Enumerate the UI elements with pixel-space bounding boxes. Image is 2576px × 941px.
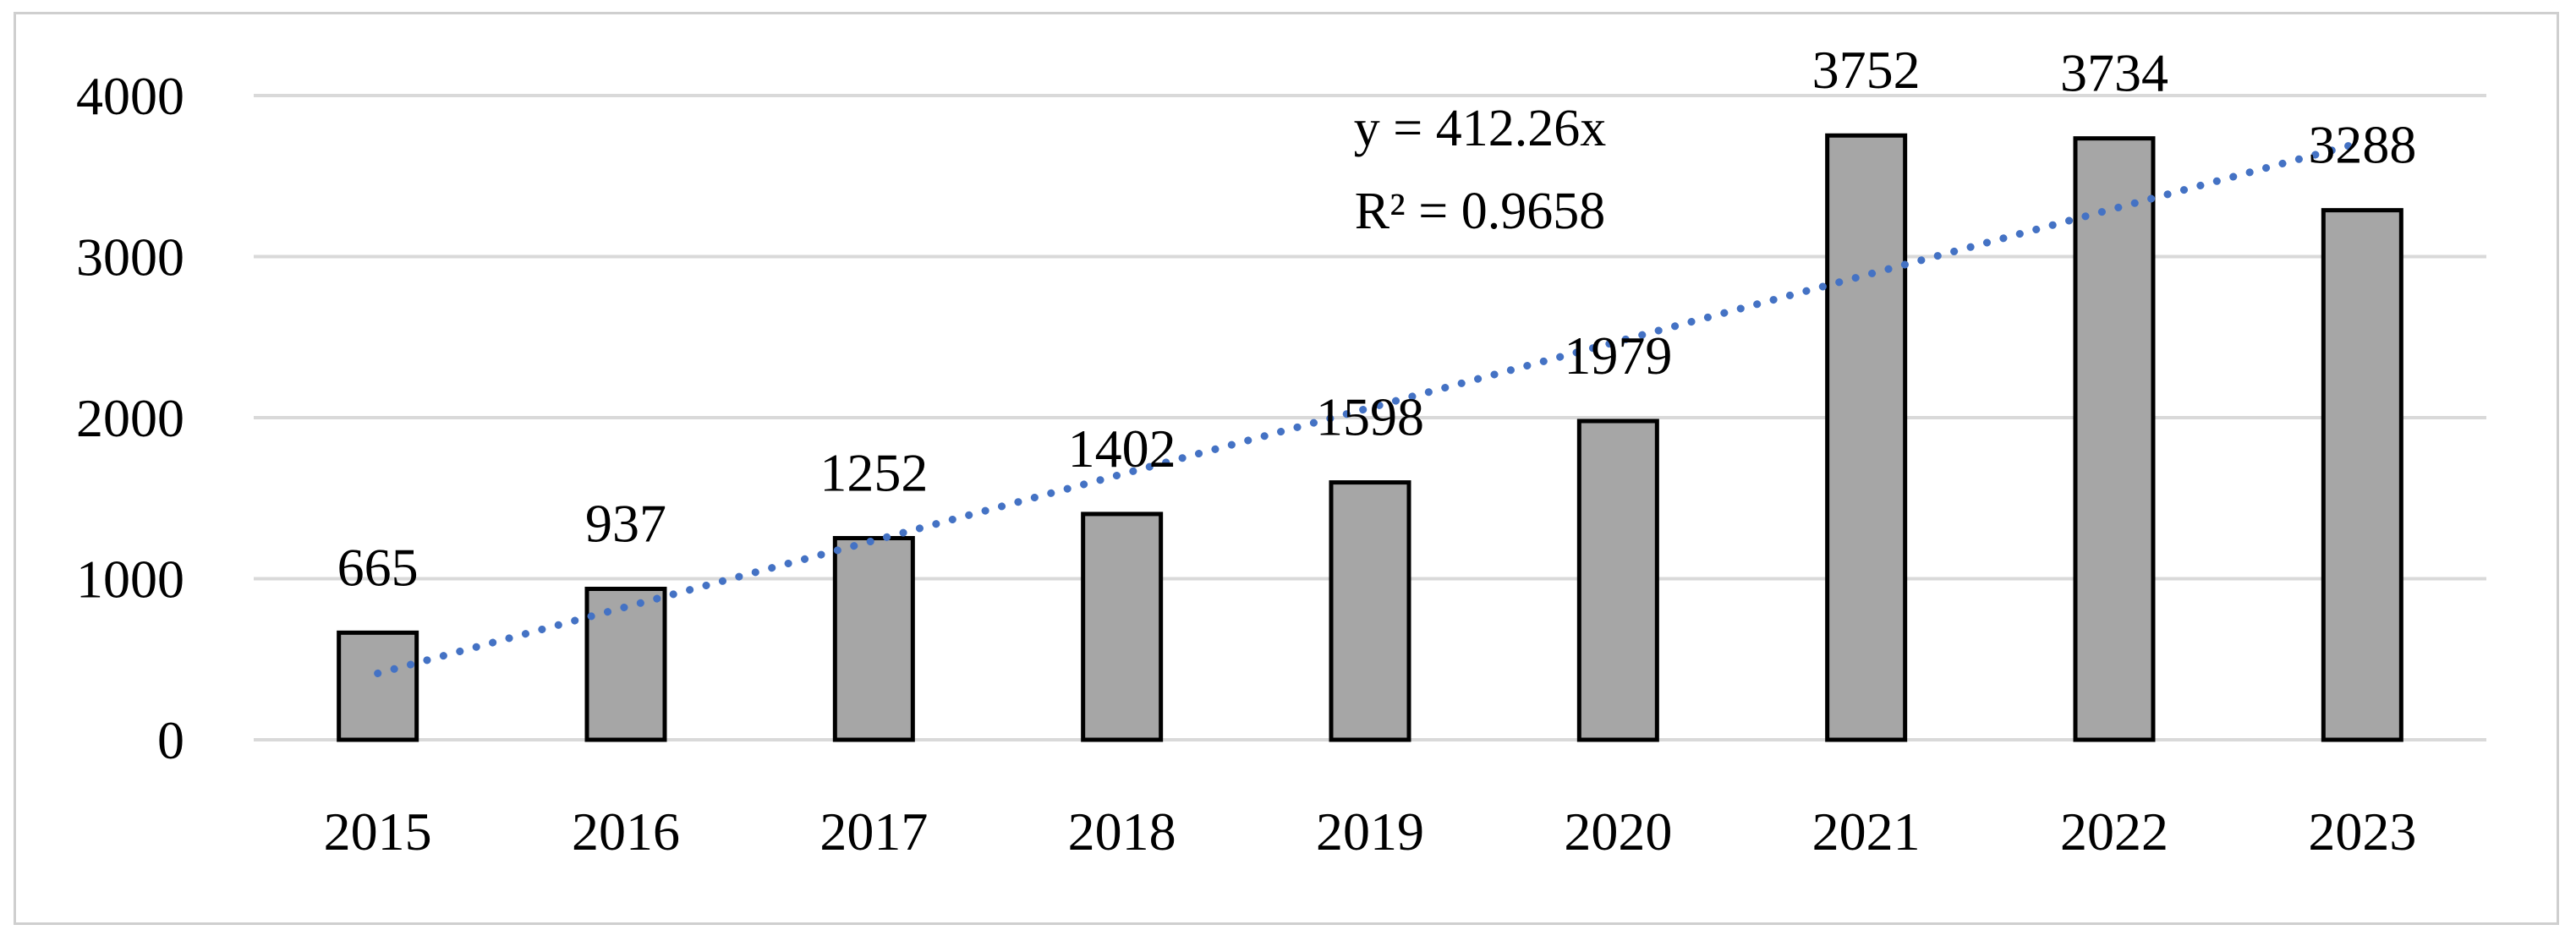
trendline bbox=[374, 138, 2366, 677]
y-tick-label: 3000 bbox=[76, 227, 184, 287]
x-tick-label: 2016 bbox=[572, 801, 680, 862]
x-tick-label: 2015 bbox=[324, 801, 432, 862]
data-label-2022: 3734 bbox=[2060, 43, 2168, 103]
data-label-2020: 1979 bbox=[1564, 326, 1672, 386]
bar-2018 bbox=[1081, 512, 1164, 742]
data-label-2019: 1598 bbox=[1316, 387, 1424, 447]
bar-2019 bbox=[1329, 480, 1411, 742]
trendline-equation: y = 412.26x R² = 0.9658 bbox=[1354, 100, 1606, 240]
x-tick-label: 2020 bbox=[1564, 801, 1672, 862]
y-tick-label: 1000 bbox=[76, 550, 184, 610]
x-axis-ticks: 2015 2016 2017 2018 2019 2020 2021 2022 2023 bbox=[324, 801, 2417, 862]
data-label-2021: 3752 bbox=[1812, 40, 1921, 100]
y-tick-label: 4000 bbox=[76, 66, 184, 126]
trendline-equation-text: y = 412.26x bbox=[1354, 100, 1606, 157]
data-label-2016: 937 bbox=[585, 494, 666, 554]
x-tick-label: 2023 bbox=[2308, 801, 2416, 862]
y-axis-ticks: 0 1000 2000 3000 4000 bbox=[76, 66, 184, 770]
bar-2022 bbox=[2073, 136, 2156, 742]
x-tick-label: 2021 bbox=[1812, 801, 1921, 862]
x-tick-label: 2019 bbox=[1316, 801, 1424, 862]
x-tick-label: 2022 bbox=[2060, 801, 2168, 862]
bar-2016 bbox=[584, 587, 667, 742]
x-tick-label: 2017 bbox=[819, 801, 928, 862]
trendline-r-squared-text: R² = 0.9658 bbox=[1355, 183, 1605, 240]
bar-2023 bbox=[2321, 208, 2403, 742]
trendline-group bbox=[374, 138, 2366, 677]
data-label-2015: 665 bbox=[337, 537, 419, 597]
data-labels: 665 937 1252 1402 1598 1979 3752 3734 3288 bbox=[337, 40, 2417, 597]
data-label-2018: 1402 bbox=[1068, 419, 1176, 479]
bar-2021 bbox=[1825, 133, 1908, 742]
bars bbox=[337, 133, 2403, 742]
x-tick-label: 2018 bbox=[1068, 801, 1176, 862]
y-tick-label: 2000 bbox=[76, 388, 184, 448]
y-tick-label: 0 bbox=[157, 710, 184, 770]
data-label-2017: 1252 bbox=[819, 442, 928, 502]
bar-2020 bbox=[1576, 419, 1659, 742]
data-label-2023: 3288 bbox=[2308, 115, 2416, 175]
bar-2015 bbox=[337, 630, 419, 742]
bar-2017 bbox=[832, 535, 915, 742]
